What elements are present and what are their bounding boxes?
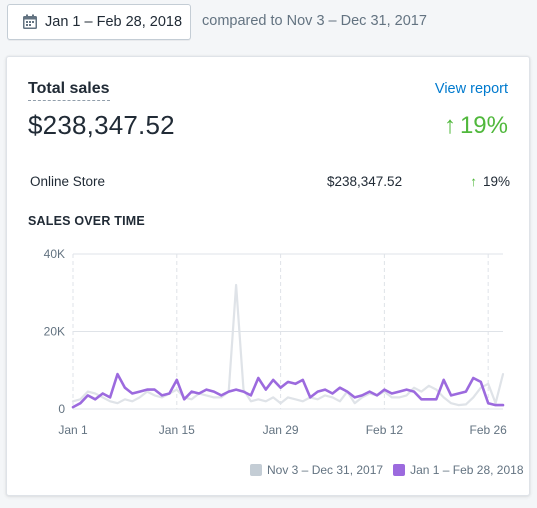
legend-swatch: [393, 464, 406, 476]
section-title: SALES OVER TIME: [28, 214, 145, 228]
breakdown-change-percent: 19%: [482, 174, 510, 189]
arrow-up-icon: ↑: [443, 112, 456, 139]
date-range-label: Jan 1 – Feb 28, 2018: [45, 14, 183, 30]
legend-item: Jan 1 – Feb 28, 2018: [393, 463, 524, 477]
breakdown-row: Online Store $238,347.52 ↑ 19%: [30, 174, 510, 194]
breakdown-change: ↑ 19%: [470, 174, 510, 189]
top-bar: Jan 1 – Feb 28, 2018 compared to Nov 3 –…: [0, 0, 537, 50]
comparison-text: compared to Nov 3 – Dec 31, 2017: [202, 13, 427, 29]
legend-label: Nov 3 – Dec 31, 2017: [267, 463, 384, 477]
date-range-button[interactable]: Jan 1 – Feb 28, 2018: [7, 4, 191, 40]
x-tick-label: Jan 1: [58, 423, 88, 437]
arrow-up-icon: ↑: [470, 174, 477, 189]
x-tick-label: Feb 26: [469, 423, 507, 437]
total-change-percent: 19%: [459, 112, 508, 139]
series-line-previous: [71, 283, 505, 407]
chart-legend: Nov 3 – Dec 31, 2017 Jan 1 – Feb 28, 2018: [250, 461, 524, 479]
x-tick-label: Feb 12: [366, 423, 404, 437]
breakdown-name: Online Store: [30, 174, 106, 189]
card-title[interactable]: Total sales: [28, 80, 110, 101]
legend-label: Jan 1 – Feb 28, 2018: [410, 463, 524, 477]
total-sales-card: Total sales View report $238,347.52 ↑ 19%…: [6, 56, 530, 496]
series-line-current: [71, 372, 505, 409]
legend-item: Nov 3 – Dec 31, 2017: [250, 463, 383, 477]
x-tick-label: Jan 15: [159, 423, 195, 437]
calendar-icon: [22, 14, 38, 30]
y-tick-label: 20K: [44, 325, 65, 339]
total-sales-value: $238,347.52: [28, 110, 175, 140]
total-change: ↑ 19%: [444, 112, 508, 140]
x-tick-label: Jan 29: [263, 423, 299, 437]
legend-swatch: [250, 464, 262, 476]
y-tick-label: 0: [58, 402, 65, 416]
breakdown-value: $238,347.52: [327, 174, 403, 189]
view-report-link[interactable]: View report: [434, 81, 508, 97]
y-tick-label: 40K: [44, 247, 65, 261]
sales-over-time-chart[interactable]: 0 20K 40K Jan 1 Jan 15 Jan 29 Feb 12 Feb 26: [7, 57, 529, 457]
